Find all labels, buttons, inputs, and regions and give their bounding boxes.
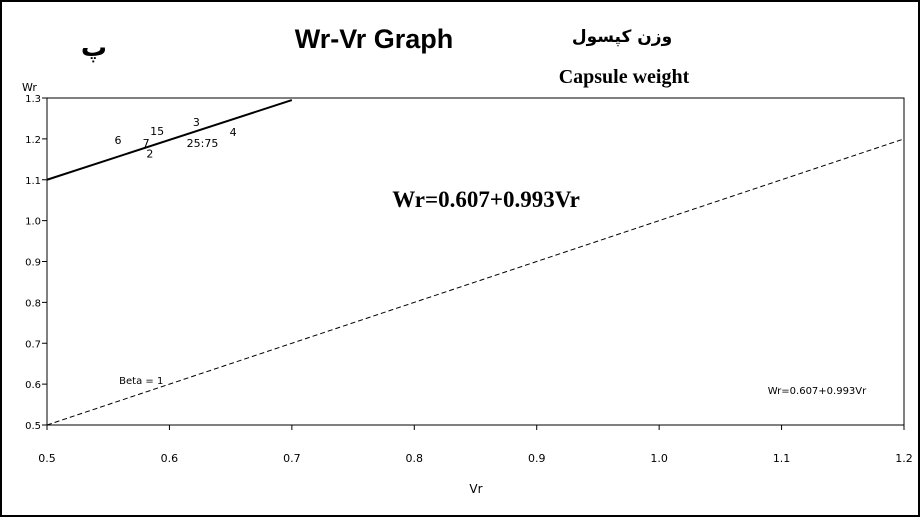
- x-axis-label: Vr: [469, 482, 482, 496]
- y-axis-label: Wr: [22, 81, 37, 94]
- persian-subtitle: وزن کپسول: [572, 27, 672, 47]
- point-label: 7: [143, 137, 150, 150]
- point-label: 2: [146, 147, 153, 160]
- x-tick-label: 0.8: [406, 452, 424, 465]
- regression-line: [46, 99, 293, 181]
- y-tick-label: 1.1: [25, 176, 41, 187]
- equation-small-label: Wr=0.607+0.993Vr: [768, 386, 867, 397]
- point-label: 15: [150, 125, 164, 138]
- y-tick-label: 1.2: [25, 135, 41, 146]
- point-label: 3: [193, 116, 200, 129]
- point-label: 25:75: [187, 137, 219, 150]
- chart-title: Wr-Vr Graph: [295, 24, 454, 54]
- x-tick-label: 0.7: [283, 452, 301, 465]
- x-tick-label: 0.5: [38, 452, 56, 465]
- y-tick-label: 1.0: [25, 217, 41, 228]
- y-tick-label: 0.6: [25, 380, 41, 391]
- x-tick-label: 1.2: [895, 452, 913, 465]
- y-tick-label: 0.9: [25, 258, 41, 269]
- point-label: 4: [230, 126, 237, 139]
- equation-label: Wr=0.607+0.993Vr: [392, 187, 580, 212]
- beta-line-label: Beta = 1: [119, 376, 163, 387]
- beta-one-line: [46, 138, 905, 426]
- x-tick-label: 0.9: [528, 452, 546, 465]
- plot-layer: 0.5 0.6 0.7 0.8 0.9 1.0 1.1 1.2 0.5 0.6 0.7 0.8 0.9 1…: [25, 94, 913, 465]
- y-tick-label: 0.5: [25, 421, 41, 432]
- y-tick-label: 1.3: [25, 94, 41, 105]
- persian-letter: پ: [81, 33, 107, 63]
- y-tick-label: 0.7: [25, 339, 41, 350]
- x-tick-label: 1.0: [650, 452, 668, 465]
- point-label: 6: [115, 134, 122, 147]
- chart-subtitle: Capsule weight: [559, 66, 690, 88]
- x-tick-label: 1.1: [773, 452, 791, 465]
- labels-layer: پ Wr-Vr Graph وزن کپسول Capsule weight W…: [22, 24, 867, 496]
- x-tick-label: 0.6: [161, 452, 179, 465]
- plot-area-border: [46, 97, 905, 426]
- y-tick-label: 0.8: [25, 298, 41, 309]
